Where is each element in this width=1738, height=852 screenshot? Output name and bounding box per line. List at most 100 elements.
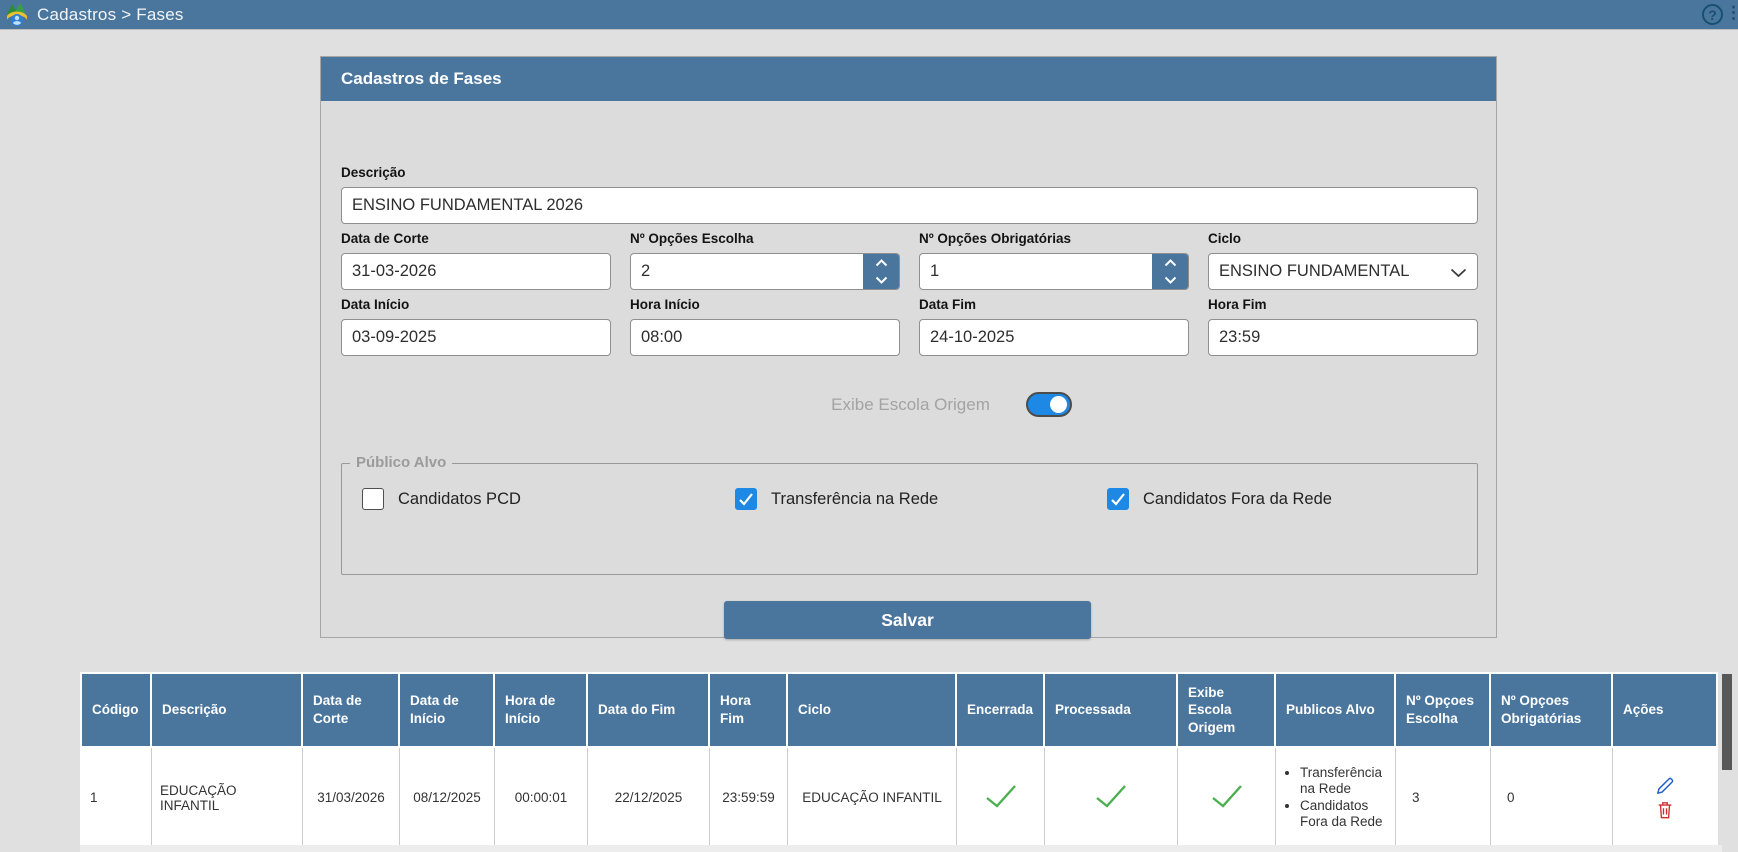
checkbox-label: Transferência na Rede — [771, 489, 939, 508]
data-inicio-label: Data Início — [341, 297, 410, 312]
publico-alvo-item: Transferência na Rede — [1300, 765, 1387, 797]
fases-form-card: Cadastros de Fases Descrição Data de Cor… — [320, 56, 1497, 639]
col-encerrada: Encerrada — [957, 674, 1045, 748]
col-exibe-escola-origem: Exibe Escola Origem — [1178, 674, 1276, 748]
data-inicio-input[interactable] — [341, 319, 611, 356]
cell-data-corte: 31/03/2026 — [303, 748, 400, 848]
data-inicio-field: Data Início — [341, 297, 611, 356]
checkbox-candidatos-pcd[interactable]: Candidatos PCD — [362, 488, 521, 510]
publico-alvo-fieldset: Público Alvo Candidatos PCD Transferênci… — [341, 454, 1478, 575]
form-body: Descrição Data de Corte Nº Opções Escolh… — [321, 101, 1496, 639]
publico-alvo-legend: Público Alvo — [350, 454, 453, 471]
exibe-escola-origem-toggle[interactable] — [1025, 392, 1072, 417]
checkbox-unchecked-icon — [362, 488, 384, 510]
col-processada: Processada — [1045, 674, 1178, 748]
form-title: Cadastros de Fases — [321, 57, 1496, 101]
exibe-escola-origem-row: Exibe Escola Origem — [364, 392, 1539, 417]
checkbox-checked-icon — [735, 488, 757, 510]
data-corte-field: Data de Corte — [341, 231, 611, 290]
col-publicos-alvo: Publicos Alvo — [1276, 674, 1396, 748]
horizontal-scrollbar[interactable] — [80, 845, 1722, 852]
cell-data-fim: 22/12/2025 — [588, 748, 710, 848]
data-fim-field: Data Fim — [919, 297, 1189, 356]
col-data-inicio: Data de Início — [400, 674, 495, 748]
col-descricao: Descrição — [152, 674, 303, 748]
cell-processada — [1045, 748, 1178, 848]
delete-button[interactable] — [1656, 800, 1674, 820]
descricao-field: Descrição — [341, 165, 1478, 224]
cell-ciclo: EDUCAÇÃO INFANTIL — [788, 748, 957, 848]
check-icon — [1096, 785, 1126, 808]
opcoes-obrigatorias-field: Nº Opções Obrigatórias — [919, 231, 1189, 290]
col-opcoes-obrigatorias: Nº Opçoes Obrigatórias — [1491, 674, 1613, 748]
data-fim-label: Data Fim — [919, 297, 977, 312]
col-codigo: Código — [82, 674, 152, 748]
hora-inicio-field: Hora Início — [630, 297, 900, 356]
cell-hora-fim: 23:59:59 — [710, 748, 788, 848]
ciclo-select[interactable]: ENSINO FUNDAMENTAL — [1208, 253, 1478, 290]
table-row: 1 EDUCAÇÃO INFANTIL 31/03/2026 08/12/202… — [82, 748, 1716, 848]
checkbox-transferencia-na-rede[interactable]: Transferência na Rede — [735, 488, 938, 510]
toggle-knob — [1049, 396, 1067, 413]
hora-fim-field: Hora Fim — [1208, 297, 1478, 356]
cell-descricao: EDUCAÇÃO INFANTIL — [152, 748, 303, 848]
col-acoes: Ações — [1613, 674, 1716, 748]
breadcrumb[interactable]: Cadastros > Fases — [37, 4, 184, 24]
checkbox-label: Candidatos Fora da Rede — [1143, 489, 1332, 508]
cell-data-inicio: 08/12/2025 — [400, 748, 495, 848]
cell-opcoes-obrigatorias: 0 — [1491, 748, 1613, 848]
col-hora-inicio: Hora de Início — [495, 674, 588, 748]
help-icon[interactable]: ? — [1702, 4, 1723, 25]
opcoes-escolha-spinner — [863, 254, 899, 289]
spinner-down-icon[interactable] — [863, 272, 899, 290]
data-corte-input[interactable] — [341, 253, 611, 290]
data-corte-label: Data de Corte — [341, 231, 429, 246]
exibe-escola-origem-label: Exibe Escola Origem — [831, 394, 990, 414]
cell-encerrada — [957, 748, 1045, 848]
cell-hora-inicio: 00:00:01 — [495, 748, 588, 848]
table-header-row: Código Descrição Data de Corte Data de I… — [82, 674, 1716, 748]
col-data-fim: Data do Fim — [588, 674, 710, 748]
opcoes-escolha-field: Nº Opções Escolha — [630, 231, 900, 290]
checkbox-label: Candidatos PCD — [398, 489, 521, 508]
descricao-input[interactable] — [341, 187, 1478, 224]
cell-acoes — [1613, 748, 1716, 848]
trash-icon — [1658, 802, 1671, 819]
save-button[interactable]: Salvar — [724, 601, 1091, 639]
overflow-menu-icon[interactable]: ⋮ — [1725, 3, 1738, 23]
cell-codigo: 1 — [82, 748, 152, 848]
edit-button[interactable] — [1654, 775, 1676, 797]
opcoes-obrigatorias-spinner — [1152, 254, 1188, 289]
opcoes-obrigatorias-label: Nº Opções Obrigatórias — [919, 231, 1071, 246]
descricao-label: Descrição — [341, 165, 406, 180]
opcoes-obrigatorias-input[interactable] — [919, 253, 1189, 290]
check-icon — [985, 785, 1016, 808]
cell-opcoes-escolha: 3 — [1396, 748, 1491, 848]
col-data-corte: Data de Corte — [303, 674, 400, 748]
col-opcoes-escolha: Nº Opçoes Escolha — [1396, 674, 1491, 748]
fases-table: Código Descrição Data de Corte Data de I… — [80, 672, 1718, 850]
opcoes-escolha-input[interactable] — [630, 253, 900, 290]
hora-fim-label: Hora Fim — [1208, 297, 1267, 312]
hora-fim-input[interactable] — [1208, 319, 1478, 356]
spinner-up-icon[interactable] — [1152, 254, 1188, 272]
cell-exibe-escola-origem — [1178, 748, 1276, 848]
data-fim-input[interactable] — [919, 319, 1189, 356]
ciclo-field: Ciclo ENSINO FUNDAMENTAL — [1208, 231, 1478, 290]
col-hora-fim: Hora Fim — [710, 674, 788, 748]
spinner-down-icon[interactable] — [1152, 272, 1188, 290]
spinner-up-icon[interactable] — [863, 254, 899, 272]
publico-alvo-item: Candidatos Fora da Rede — [1300, 798, 1387, 830]
ciclo-selected-value: ENSINO FUNDAMENTAL — [1219, 262, 1410, 280]
top-bar: Cadastros > Fases ? ⋮ — [0, 0, 1738, 30]
opcoes-escolha-label: Nº Opções Escolha — [630, 231, 754, 246]
vertical-scrollbar[interactable] — [1722, 674, 1732, 770]
checkbox-checked-icon — [1107, 488, 1129, 510]
chevron-down-icon — [1450, 268, 1467, 278]
check-icon — [1211, 785, 1242, 808]
hora-inicio-input[interactable] — [630, 319, 900, 356]
checkbox-candidatos-fora-da-rede[interactable]: Candidatos Fora da Rede — [1107, 488, 1332, 510]
ciclo-label: Ciclo — [1208, 231, 1242, 246]
app-logo-icon — [7, 3, 27, 26]
cell-publicos-alvo: Transferência na Rede Candidatos Fora da… — [1276, 748, 1396, 848]
